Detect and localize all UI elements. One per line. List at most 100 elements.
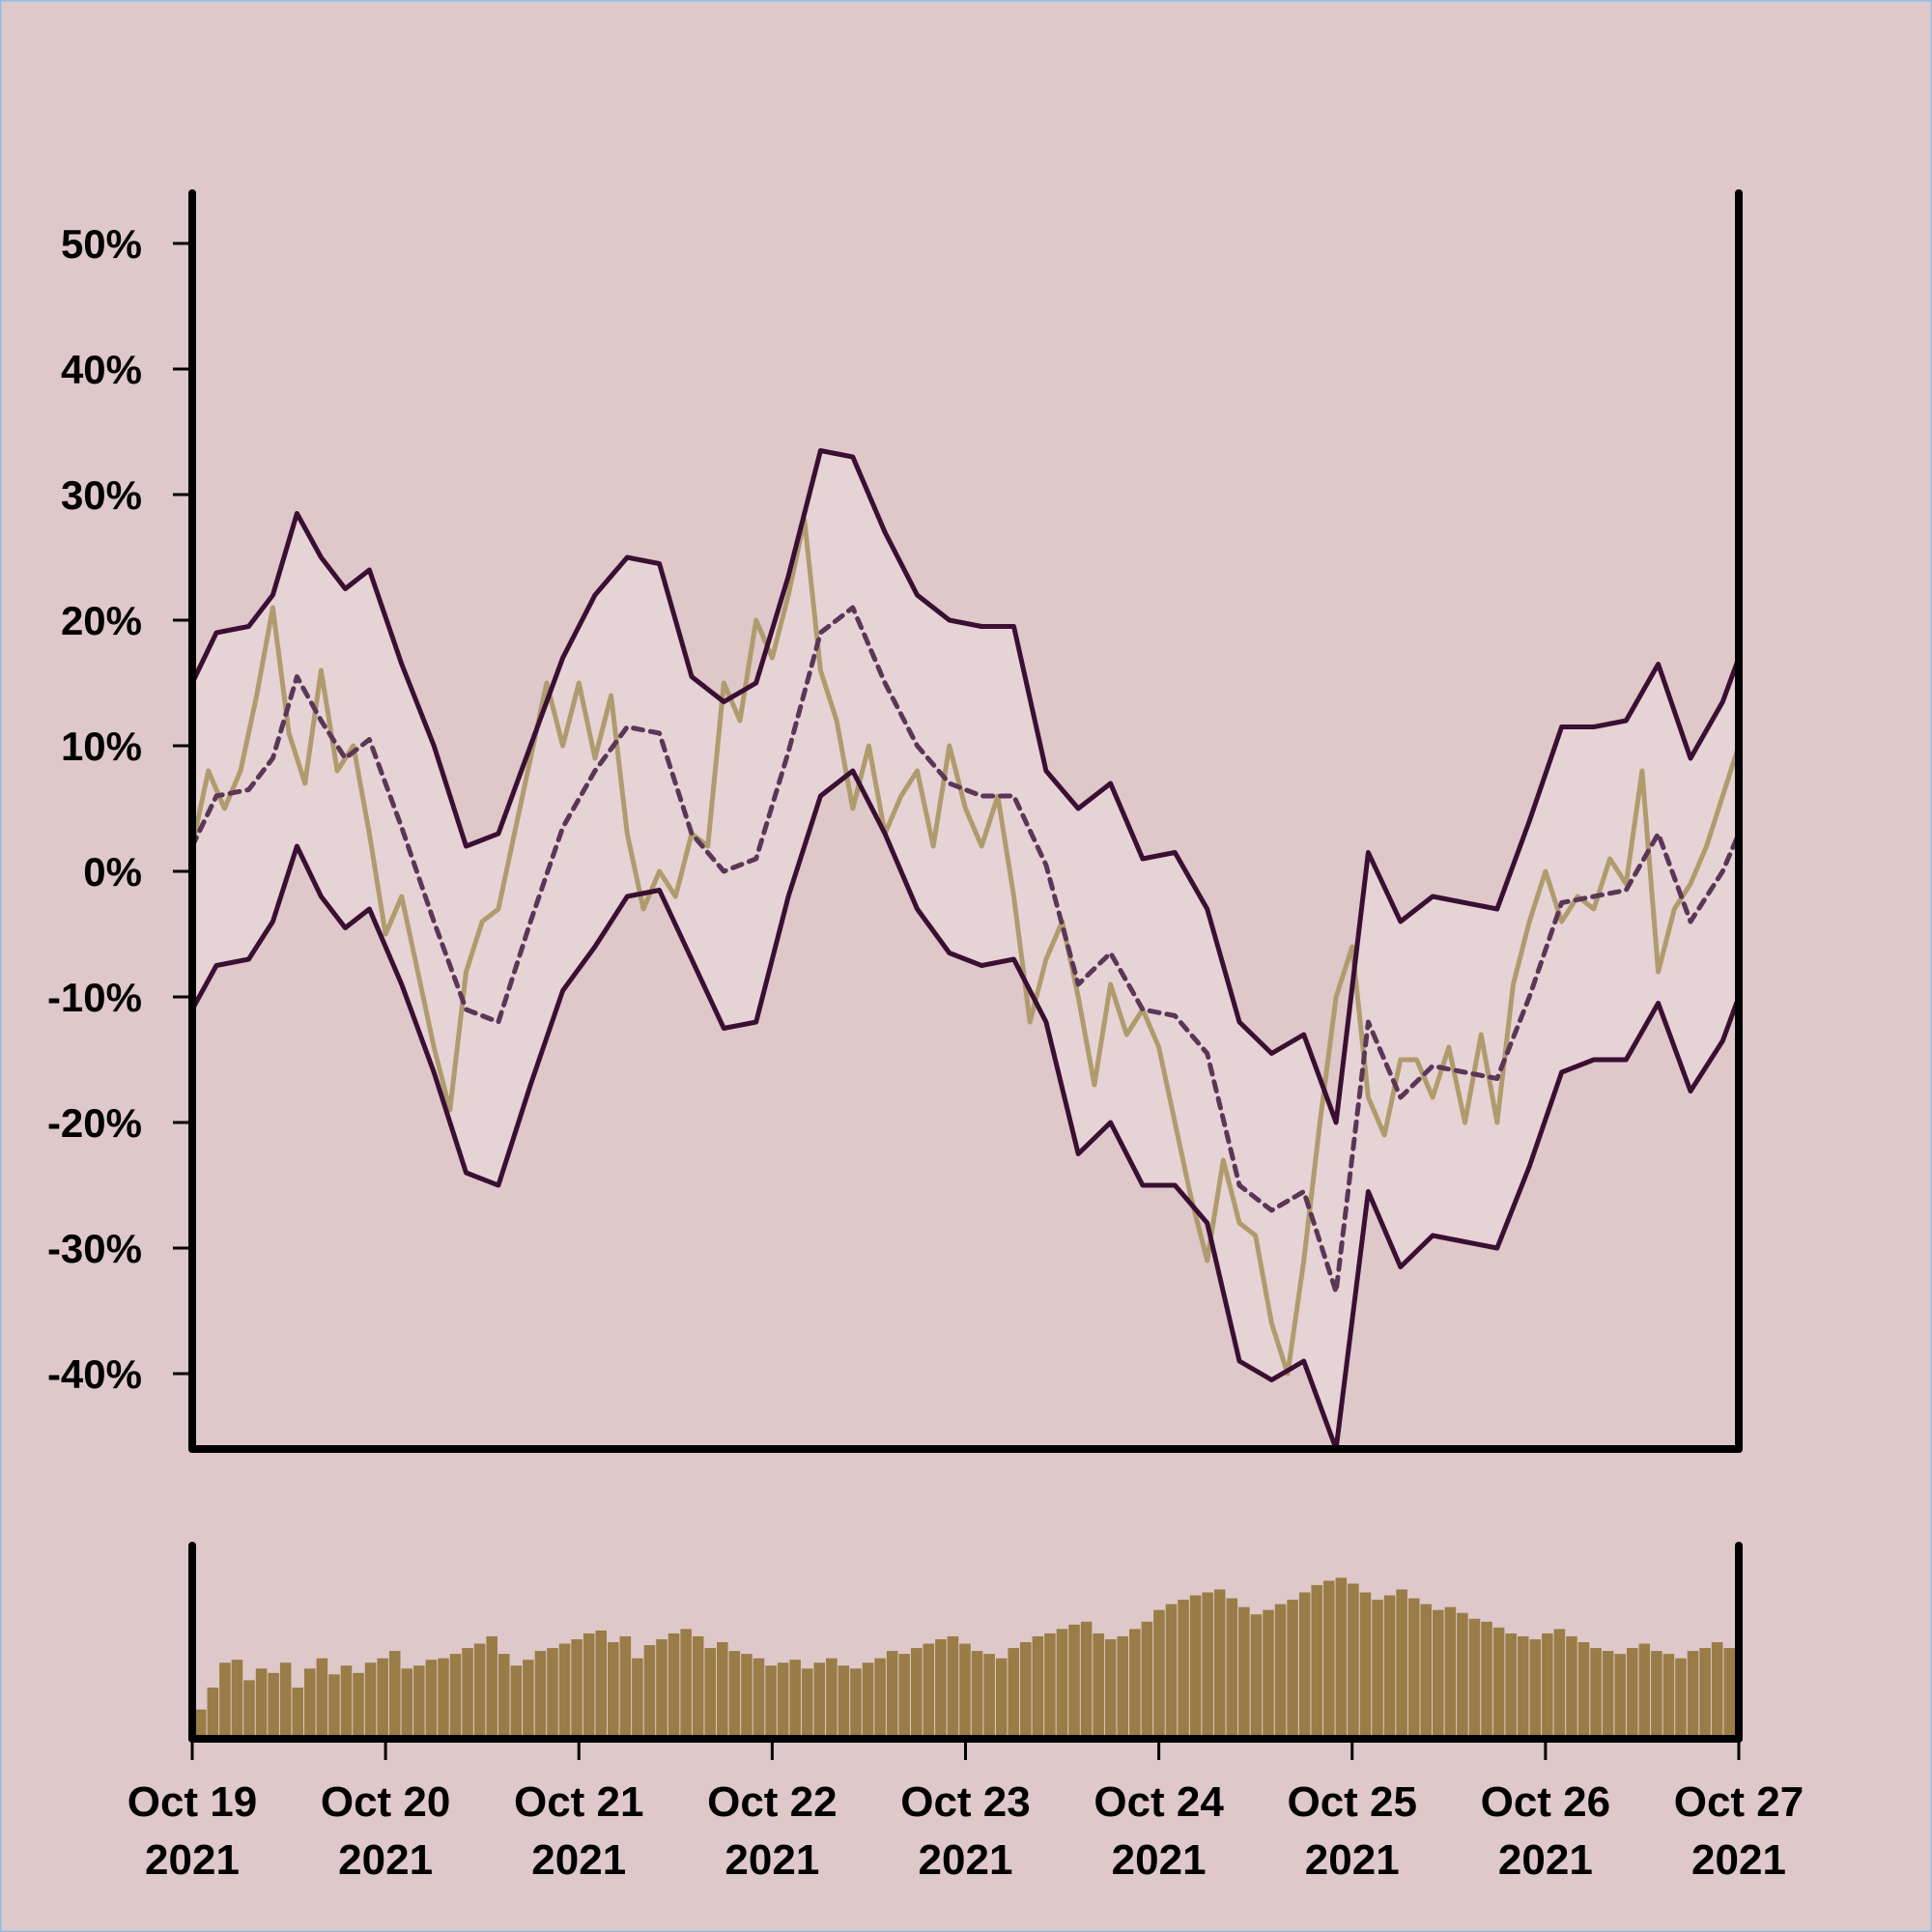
volume-bar: [462, 1648, 473, 1739]
volume-bar: [1372, 1600, 1383, 1739]
moving-average-line: [192, 605, 1739, 1294]
volume-bar: [1020, 1642, 1032, 1739]
volume-bar: [1614, 1654, 1626, 1739]
volume-bar: [1213, 1589, 1226, 1739]
volume-bar: [1407, 1598, 1420, 1739]
y-tick-label: -30%: [47, 1226, 142, 1271]
volume-bar: [789, 1660, 801, 1739]
volume-bar: [1129, 1629, 1141, 1739]
y-tick-label: 30%: [61, 472, 142, 518]
volume-bar: [753, 1658, 765, 1739]
volume-bar: [243, 1680, 255, 1739]
volume-bar: [608, 1642, 619, 1739]
confidence-band: [192, 450, 1739, 1449]
volume-bar: [1723, 1648, 1735, 1739]
volume-bar: [1080, 1621, 1093, 1739]
y-tick-label: -10%: [47, 975, 142, 1020]
x-tick-label-date: Oct 26: [1481, 1778, 1611, 1826]
volume-bar: [1153, 1609, 1165, 1739]
volume-bar: [862, 1662, 874, 1739]
confidence-band-layer: [192, 450, 1739, 1449]
volume-bar: [1287, 1600, 1298, 1739]
volume-bar: [850, 1668, 862, 1739]
x-axis-ticks: Oct 19 2021 Oct 20 2021 Oct 21 2021 Oct 22 2021…: [128, 1739, 1804, 1884]
volume-bar: [388, 1651, 401, 1739]
x-tick-label-date: Oct 21: [514, 1778, 644, 1826]
volume-bar: [268, 1672, 279, 1739]
volume-bar: [401, 1668, 413, 1739]
volume-bar: [486, 1635, 497, 1739]
volume-bar: [1250, 1614, 1263, 1739]
volume-bar: [377, 1658, 388, 1739]
volume-bar: [668, 1633, 680, 1739]
volume-bar: [717, 1642, 728, 1739]
volume-bar: [813, 1662, 826, 1739]
volume-panel: Oct 19 2021 Oct 20 2021 Oct 21 2021 Oct 22 2021…: [128, 1542, 1804, 1884]
volume-bar: [571, 1638, 582, 1739]
x-tick-label-year: 2021: [1112, 1836, 1207, 1884]
volume-bar: [1699, 1648, 1711, 1739]
volume-bar: [304, 1668, 316, 1739]
volume-bar: [1032, 1635, 1044, 1739]
volume-bar: [1104, 1638, 1117, 1739]
volume-bar: [547, 1648, 558, 1739]
volume-bar: [923, 1643, 935, 1739]
volume-bar: [1566, 1635, 1577, 1739]
y-tick-label: -40%: [47, 1351, 142, 1397]
volume-bar: [1274, 1604, 1287, 1739]
volume-bar: [656, 1638, 668, 1739]
volume-bar: [438, 1658, 449, 1739]
volume-bar: [1383, 1595, 1396, 1739]
volume-bar: [826, 1658, 838, 1739]
volume-bar: [971, 1651, 983, 1739]
volume-bar: [1322, 1580, 1335, 1739]
volume-bar: [1481, 1621, 1492, 1739]
x-tick-label-year: 2021: [1498, 1836, 1593, 1884]
volume-bar: [497, 1654, 510, 1739]
volume-bar: [364, 1662, 377, 1739]
volume-bar: [643, 1645, 656, 1739]
volume-bar: [886, 1651, 898, 1739]
volume-bar: [340, 1665, 353, 1739]
volume-bar: [1093, 1633, 1104, 1739]
y-tick-label: 10%: [61, 724, 142, 769]
volume-bar: [1542, 1633, 1553, 1739]
x-tick-label-year: 2021: [724, 1836, 819, 1884]
volume-bar: [1141, 1621, 1153, 1739]
volume-bar: [874, 1658, 886, 1739]
volume-bar: [1044, 1633, 1056, 1739]
volume-bar: [534, 1651, 547, 1739]
volume-bar: [582, 1633, 595, 1739]
x-tick-label-date: Oct 19: [128, 1778, 258, 1826]
volume-bar: [1626, 1648, 1638, 1739]
volume-bar: [595, 1630, 607, 1739]
y-axis-ticks: 50% 40% 30% 20% 10% 0% -10% -20% -30% -40%: [47, 221, 192, 1397]
volume-bar: [1298, 1592, 1311, 1739]
volume-bar: [413, 1665, 425, 1739]
volume-bar: [935, 1638, 947, 1739]
volume-bar: [1577, 1642, 1590, 1739]
volume-bar: [1505, 1633, 1517, 1739]
series-layer: [192, 448, 1739, 1449]
volume-bar: [1711, 1642, 1723, 1739]
volume-bar: [1117, 1635, 1129, 1739]
main-axes: [188, 189, 1743, 1453]
volume-bar: [231, 1660, 243, 1739]
volume-bar: [1553, 1629, 1566, 1739]
y-tick-label: 50%: [61, 221, 142, 267]
volume-bar: [1263, 1609, 1274, 1739]
volume-bar: [765, 1665, 777, 1739]
volume-bar: [195, 1709, 207, 1739]
volume-bar: [692, 1635, 704, 1739]
volume-bar: [1238, 1606, 1250, 1739]
lower-band-line: [192, 768, 1739, 1449]
volume-bar: [558, 1643, 571, 1739]
volume-bar: [523, 1660, 534, 1739]
main-price-panel: 50% 40% 30% 20% 10% 0% -10% -20% -30% -40%: [47, 189, 1743, 1453]
volume-bar: [1165, 1604, 1178, 1739]
volume-bar: [1602, 1651, 1614, 1739]
price-line: [192, 517, 1739, 1377]
x-tick-label-date: Oct 23: [900, 1778, 1031, 1826]
